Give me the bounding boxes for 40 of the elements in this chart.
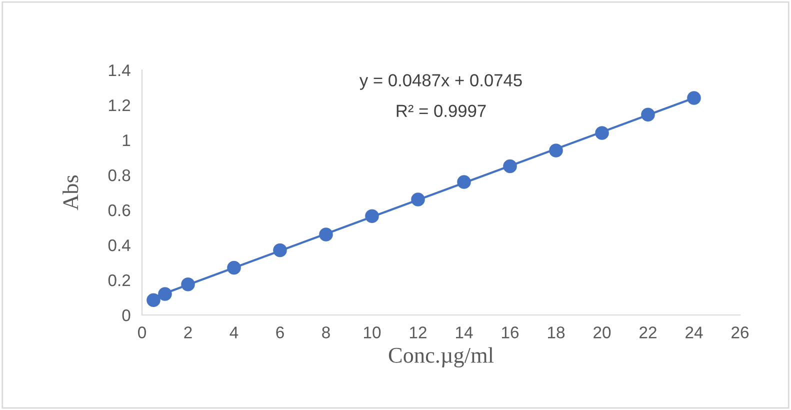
point bbox=[146, 293, 160, 308]
x-tick-label: 24 bbox=[686, 326, 703, 338]
y-tick-label: 0.8 bbox=[108, 169, 130, 182]
x-tick-label: 16 bbox=[502, 326, 519, 338]
y-tick-label: 1.2 bbox=[108, 99, 130, 112]
point bbox=[549, 144, 563, 158]
x-tick-label: 4 bbox=[230, 326, 238, 338]
x-tick-label: 18 bbox=[548, 326, 565, 338]
x-tick-label: 2 bbox=[184, 326, 192, 338]
x-tick-label: 20 bbox=[594, 326, 611, 338]
point bbox=[181, 277, 195, 292]
x-tick-label: 10 bbox=[364, 326, 381, 338]
point bbox=[595, 126, 609, 140]
annotation: y = 0.0487x + 0.0745 bbox=[359, 74, 522, 90]
x-tick-label: 6 bbox=[276, 326, 284, 338]
y-tick-label: 0 bbox=[122, 309, 130, 322]
point bbox=[227, 260, 241, 275]
x-tick-label: 8 bbox=[322, 326, 330, 338]
y-tick-label: 0.4 bbox=[108, 239, 130, 252]
y-tick-label: 0.2 bbox=[108, 274, 130, 286]
x-tick-label: 0 bbox=[138, 326, 146, 338]
point bbox=[365, 209, 379, 224]
point bbox=[273, 243, 287, 258]
point bbox=[158, 287, 172, 301]
point bbox=[641, 108, 655, 122]
x-tick-label: 14 bbox=[456, 326, 473, 338]
point bbox=[411, 192, 425, 206]
y-tick-label: 1 bbox=[122, 134, 130, 146]
x-axis-title: Conc.µg/ml bbox=[388, 347, 494, 368]
x-tick-label: 26 bbox=[732, 326, 749, 338]
y-axis-title: Abs bbox=[62, 175, 78, 210]
point bbox=[457, 175, 471, 189]
x-tick-label: 22 bbox=[640, 326, 656, 338]
y-tick-label: 0.6 bbox=[108, 204, 130, 216]
point bbox=[319, 228, 333, 242]
annotation: R² = 0.9997 bbox=[396, 104, 486, 118]
point bbox=[687, 91, 701, 105]
y-tick-label: 1.4 bbox=[108, 64, 130, 76]
x-tick-label: 12 bbox=[410, 326, 426, 338]
point bbox=[503, 159, 517, 174]
